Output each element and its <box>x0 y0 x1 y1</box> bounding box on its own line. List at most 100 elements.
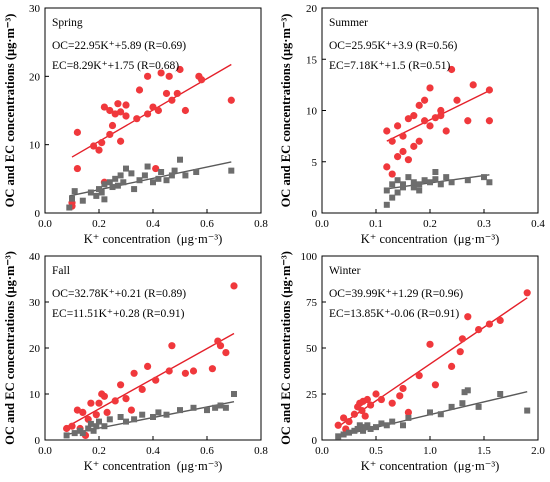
point-oc <box>431 381 439 389</box>
point-ec <box>150 414 156 420</box>
point-ec <box>93 192 100 199</box>
point-oc <box>144 72 152 80</box>
point-ec <box>524 407 531 414</box>
point-ec <box>163 177 170 184</box>
point-oc <box>122 395 130 403</box>
point-oc <box>87 399 95 407</box>
point-ec <box>432 169 439 175</box>
point-ec <box>475 403 482 410</box>
x-tick-label: 0.0 <box>38 218 52 230</box>
point-ec <box>448 403 455 410</box>
point-oc <box>73 128 81 136</box>
x-tick-label: 0.4 <box>531 218 545 230</box>
point-oc <box>334 421 342 429</box>
point-ec <box>448 179 455 186</box>
point-oc <box>421 117 429 125</box>
y-tick-label: 30 <box>29 297 41 309</box>
point-ec <box>217 402 224 409</box>
point-oc <box>189 367 198 375</box>
point-oc <box>100 103 108 111</box>
x-tick-label: 1.0 <box>423 445 437 457</box>
point-ec <box>373 424 379 431</box>
point-ec <box>464 177 471 184</box>
point-ec <box>177 407 183 414</box>
point-ec <box>360 427 367 434</box>
point-oc <box>100 392 108 400</box>
point-ec <box>128 170 135 177</box>
panel-title: Spring <box>52 17 83 29</box>
point-ec <box>222 404 229 411</box>
point-oc <box>458 335 466 343</box>
point-oc <box>168 342 176 350</box>
point-ec <box>98 189 105 196</box>
point-oc <box>469 81 477 89</box>
point-ec <box>182 172 189 179</box>
point-oc <box>350 410 358 418</box>
point-oc <box>73 164 81 173</box>
point-ec <box>212 404 219 411</box>
point-ec <box>106 179 113 186</box>
point-ec <box>416 187 423 194</box>
panel-title: Summer <box>329 17 368 29</box>
x-tick-label: 0.3 <box>477 218 491 230</box>
point-ec <box>405 414 412 421</box>
point-ec <box>410 184 417 191</box>
point-oc <box>103 408 111 416</box>
point-ec <box>356 422 363 429</box>
point-ec <box>101 181 108 188</box>
point-oc <box>106 130 114 139</box>
point-oc <box>340 414 348 422</box>
equation-label: OC=22.95K⁺+5.89 (R=0.69) <box>52 40 186 52</box>
equation-label: EC=7.18K⁺+1.5 (R=0.51) <box>329 60 451 72</box>
point-ec <box>367 425 374 432</box>
y-tick-label: 0 <box>35 435 41 447</box>
equation-label: OC=32.78K⁺+0.21 (R=0.89) <box>52 288 186 300</box>
point-oc <box>144 362 152 370</box>
point-ec <box>90 427 97 434</box>
point-ec <box>114 182 121 189</box>
point-oc <box>431 114 439 122</box>
point-oc <box>230 282 238 290</box>
point-oc <box>394 153 402 161</box>
point-oc <box>130 369 138 377</box>
point-ec <box>389 194 396 201</box>
point-oc <box>475 326 483 334</box>
point-ec <box>400 184 406 191</box>
x-tick-label: 0.4 <box>146 445 160 457</box>
x-tick-label: 0.2 <box>92 445 106 457</box>
point-oc <box>523 289 531 297</box>
point-oc <box>198 76 206 84</box>
point-ec <box>193 169 200 175</box>
point-ec <box>131 186 138 193</box>
point-ec <box>96 186 102 193</box>
point-oc <box>222 349 230 357</box>
point-oc <box>426 340 434 348</box>
panel-spring: 0.0 0.2 0.4 0.6 0.8 0 10 20 30 K⁺ concentration (… <box>3 3 268 246</box>
x-tick-label: 0.4 <box>146 218 160 230</box>
y-tick-label: 10 <box>29 389 41 401</box>
point-oc <box>383 163 391 171</box>
point-oc <box>383 127 391 135</box>
x-tick-label: 0.0 <box>315 445 329 457</box>
point-oc <box>345 418 353 426</box>
x-axis-title: K⁺ concentration (μg·m⁻³) <box>84 232 223 246</box>
point-ec <box>427 409 433 416</box>
point-ec <box>204 407 210 414</box>
point-oc <box>92 411 100 419</box>
point-ec <box>437 411 444 418</box>
point-oc <box>133 115 141 123</box>
point-ec <box>123 418 129 425</box>
y-tick-label: 50 <box>306 343 318 355</box>
point-ec <box>93 423 100 430</box>
point-oc <box>111 110 119 118</box>
point-ec <box>63 432 70 439</box>
point-oc <box>63 424 71 433</box>
y-tick-label: 20 <box>29 343 41 355</box>
point-oc <box>162 89 171 98</box>
point-ec <box>416 181 423 188</box>
point-oc <box>181 369 189 377</box>
point-ec <box>139 411 146 418</box>
point-oc <box>415 101 423 109</box>
point-ec <box>120 179 127 186</box>
